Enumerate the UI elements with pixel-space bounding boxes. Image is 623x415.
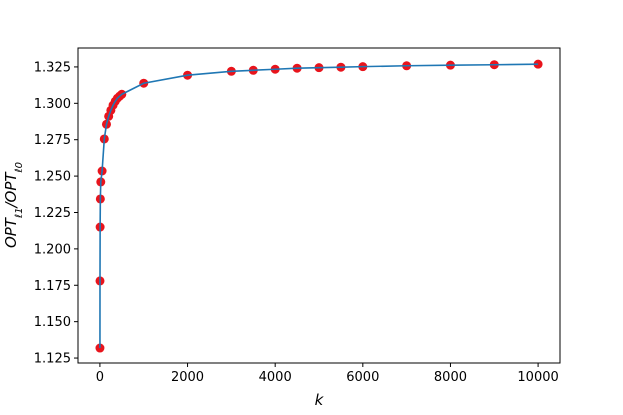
y-tick-label: 1.200 (34, 242, 71, 257)
y-label-subscript: ℓ0 (14, 162, 25, 173)
y-label-part: /OPT (2, 171, 20, 210)
y-tick-label: 1.150 (34, 315, 71, 330)
x-tick-label: 8000 (434, 370, 467, 385)
x-axis-label: k (315, 391, 325, 409)
y-tick-label: 1.175 (34, 279, 71, 294)
y-label-part: OPT (2, 216, 20, 248)
line (99, 63, 539, 349)
x-tick-label: 6000 (346, 370, 379, 385)
x-tick-label: 10000 (517, 370, 558, 385)
x-tick-label: 4000 (259, 370, 292, 385)
y-label-subscript: ℓ1 (14, 208, 25, 219)
y-tick-label: 1.275 (34, 133, 71, 148)
y-tick-label: 1.125 (34, 352, 71, 367)
y-tick-label: 1.225 (34, 206, 71, 221)
y-tick-label: 1.300 (34, 97, 71, 112)
plot-frame (77, 47, 561, 364)
x-tick-label: 0 (96, 370, 104, 385)
y-axis-label: OPTℓ1/OPTℓ0 (2, 162, 25, 248)
y-tick-label: 1.250 (34, 170, 71, 185)
x-tick-label: 2000 (171, 370, 204, 385)
y-tick-label: 1.325 (34, 60, 71, 75)
